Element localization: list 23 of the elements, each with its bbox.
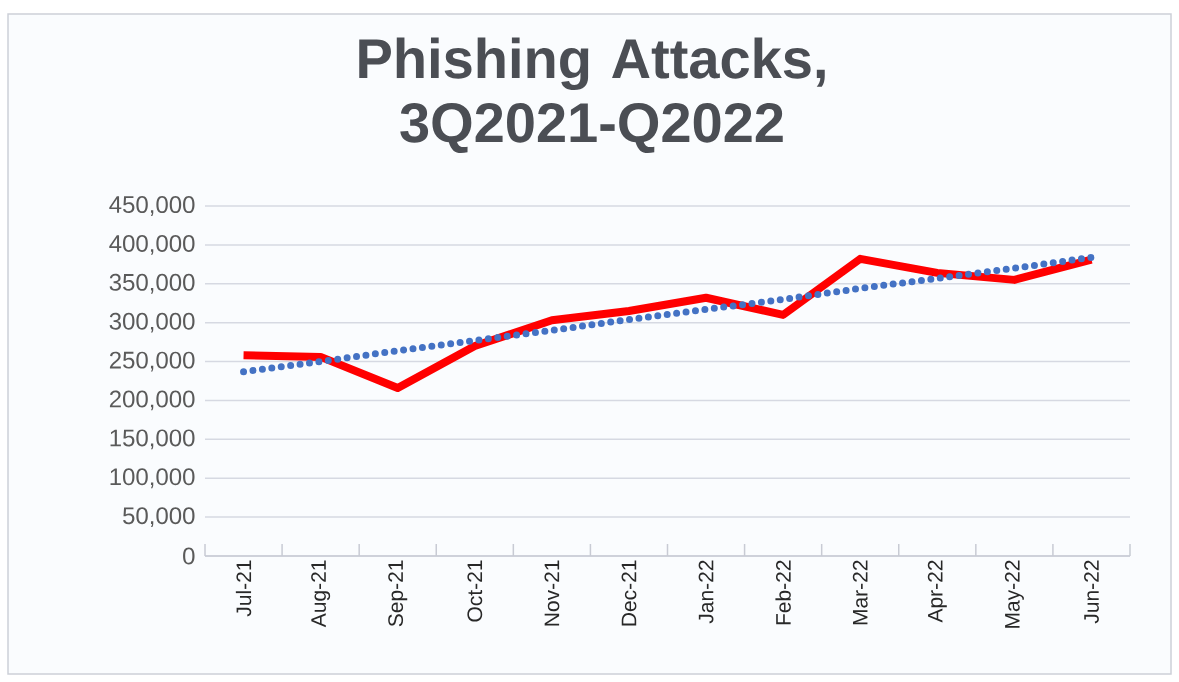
y-tick-label: 300,000 — [109, 312, 195, 333]
x-tick-label: Jun-22 — [1084, 560, 1099, 624]
y-tick-label: 0 — [183, 547, 195, 565]
x-tick-label: Nov-21 — [544, 560, 560, 626]
x-tick-label: Aug-21 — [311, 560, 331, 628]
x-tick-label: Apr-22 — [927, 560, 947, 623]
x-tick-label: Jul-21 — [235, 560, 252, 617]
x-tick-label: Oct-21 — [467, 560, 483, 622]
chart-title: Phishing Attacks, 3Q2021-Q2022 — [359, 37, 825, 154]
y-tick-label: 250,000 — [109, 351, 195, 372]
x-tick-label: Feb-22 — [775, 560, 791, 625]
y-tick-label: 350,000 — [109, 273, 195, 294]
y-tick-label: 150,000 — [110, 429, 195, 450]
x-tick-label: Mar-22 — [852, 560, 868, 625]
y-tick-label: 450,000 — [109, 196, 195, 216]
y-tick-label: 100,000 — [110, 468, 195, 489]
y-tick-label: 50,000 — [123, 507, 195, 528]
y-tick-label: 400,000 — [109, 234, 195, 255]
x-tick-label: May-22 — [1004, 560, 1024, 628]
x-tick-label: Jan-22 — [698, 560, 714, 624]
y-tick-label: 200,000 — [109, 390, 195, 411]
x-tick-label: Sep-21 — [388, 560, 408, 627]
x-tick-label: Dec-21 — [621, 560, 637, 626]
